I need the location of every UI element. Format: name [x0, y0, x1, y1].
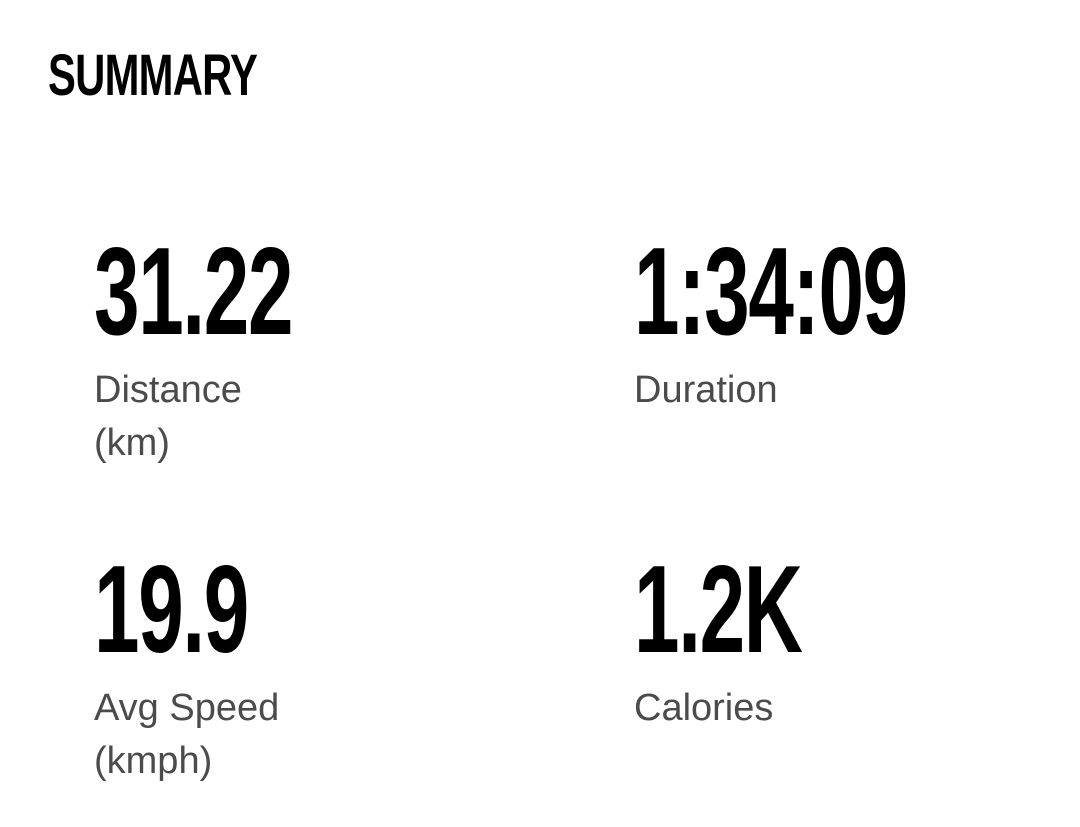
duration-value: 1:34:09 [634, 223, 908, 361]
avg-speed-label: Avg Speed (kmph) [94, 687, 280, 782]
summary-title: SUMMARY [48, 43, 258, 108]
duration-label: Duration [634, 369, 778, 411]
stat-avg-speed: 19.9 Avg Speed (kmph) [94, 548, 534, 788]
stat-distance: 31.22 Distance (km) [94, 230, 534, 470]
avg-speed-value: 19.9 [94, 541, 249, 679]
stat-duration: 1:34:09 Duration [634, 230, 1074, 417]
distance-value: 31.22 [94, 223, 294, 361]
distance-label: Distance (km) [94, 369, 242, 464]
stat-calories: 1.2K Calories [634, 548, 1074, 735]
calories-value: 1.2K [634, 541, 803, 679]
calories-label: Calories [634, 687, 774, 729]
